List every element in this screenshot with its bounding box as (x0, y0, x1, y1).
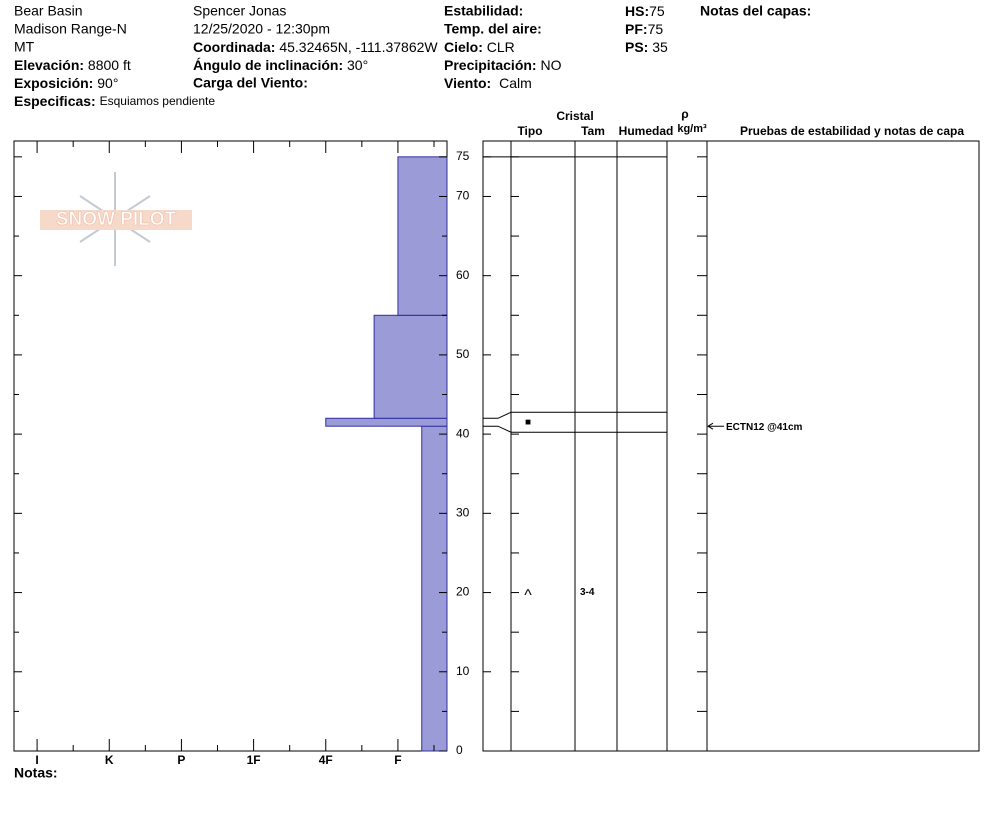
layer-connector (483, 411, 512, 419)
wind-load: Carga del Viento: (193, 75, 308, 91)
crystal-type: ^ (524, 587, 532, 604)
sky: Cielo: CLR (444, 39, 515, 55)
moisture-header: Humedad (619, 124, 674, 138)
density-symbol: ρ (681, 107, 688, 121)
logo: SNOW PILOT (40, 172, 192, 266)
state: MT (14, 39, 35, 55)
hardness-layer (397, 156, 448, 316)
depth-label: 60 (456, 268, 470, 282)
logo-text: SNOW PILOT (56, 209, 177, 230)
aspect: Exposición: 90° (14, 75, 118, 91)
table-columns (510, 141, 708, 751)
location-name: Bear Basin (14, 3, 82, 19)
density-unit: kg/m³ (677, 123, 707, 135)
depth-label: 75 (456, 149, 470, 163)
hardness-label: K (105, 753, 114, 767)
datetime: 12/25/2020 - 12:30pm (193, 21, 330, 37)
hardness-label: 1F (247, 753, 261, 767)
hardness-layer (325, 417, 448, 427)
stability: Estabilidad: (444, 3, 523, 19)
depth-label: 40 (456, 426, 470, 440)
hardness-layer (373, 314, 448, 419)
crystal-size: 3-4 (580, 587, 595, 598)
tests-header: Pruebas de estabilidad y notas de capa (740, 124, 964, 138)
range: Madison Range-N (14, 21, 127, 37)
hardness-label: I (35, 753, 38, 767)
depth-label: 70 (456, 189, 470, 203)
profile-frame (13, 140, 448, 752)
hs: HS:75 (625, 3, 665, 19)
wind: Viento: Calm (444, 75, 532, 91)
layer-notes-label: Notas del capas: (700, 3, 811, 19)
hardness-label: F (394, 753, 401, 767)
depth-label: 10 (456, 664, 470, 678)
specifics: Especificas: Esquiamos pendiente (14, 93, 215, 109)
pf: PF:75 (625, 21, 663, 37)
crystal-header: Cristal (556, 109, 593, 123)
test-label: ECTN12 @41cm (726, 422, 803, 433)
depth-label: 30 (456, 506, 470, 520)
type-header: Tipo (517, 124, 542, 138)
precipitation: Precipitación: NO (444, 57, 562, 73)
hardness-layer (421, 425, 448, 752)
observer: Spencer Jonas (193, 3, 286, 19)
header: Bear Basin Madison Range-N MT Elevación:… (14, 3, 811, 109)
table-frame (482, 140, 980, 752)
crystal-type: ■ (525, 417, 531, 428)
logo-band (40, 210, 192, 230)
air-temp: Temp. del aire: (444, 21, 542, 37)
layer-connector (483, 425, 512, 433)
table-headers: Cristal Tipo Tam Humedad ρ kg/m³ Pruebas… (517, 107, 964, 138)
depth-label: 20 (456, 585, 470, 599)
hardness-label: 4F (319, 753, 333, 767)
size-header: Tam (581, 124, 605, 138)
depth-label: 50 (456, 347, 470, 361)
ps: PS: 35 (625, 39, 668, 55)
coordinates: Coordinada: 45.32465N, -111.37862W (193, 39, 438, 55)
elevation: Elevación: 8800 ft (14, 57, 131, 73)
hardness-label: P (177, 753, 185, 767)
test-arrow (707, 422, 724, 430)
slope: Ángulo de inclinación: 30° (193, 57, 368, 73)
notes-label: Notas: (14, 765, 58, 781)
depth-label: 0 (456, 743, 463, 757)
